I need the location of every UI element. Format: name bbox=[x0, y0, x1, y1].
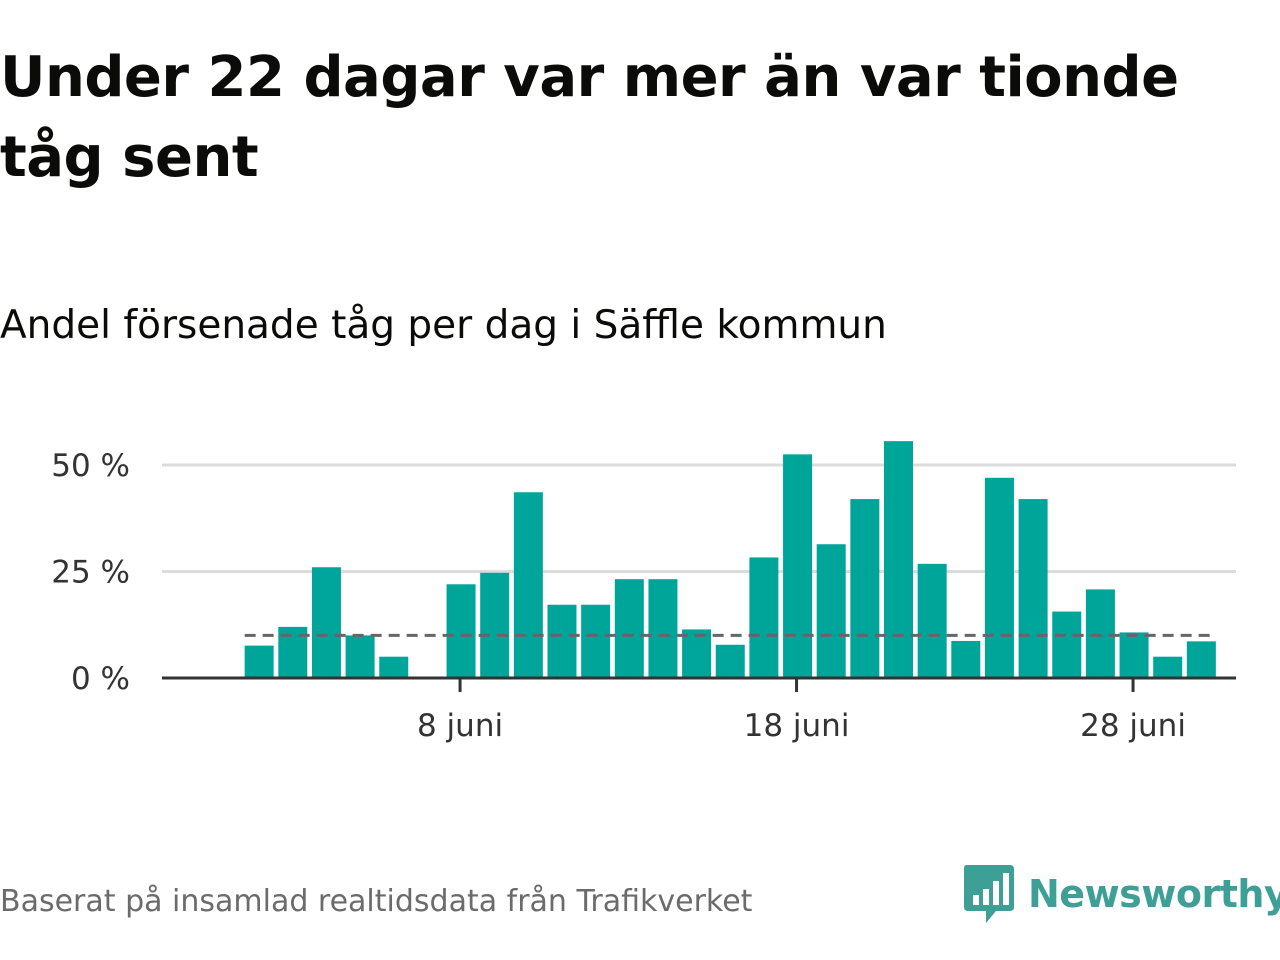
gridlines bbox=[162, 463, 1236, 573]
bar bbox=[816, 544, 846, 678]
bar bbox=[917, 563, 947, 678]
bar bbox=[984, 477, 1014, 678]
bar bbox=[1153, 656, 1183, 678]
bar bbox=[850, 499, 880, 678]
bar bbox=[1052, 611, 1082, 678]
bar bbox=[379, 656, 409, 678]
bar-chart: 0 % 25 % 50 % 8 juni 18 juni 28 juni bbox=[51, 441, 1236, 744]
bar bbox=[1186, 641, 1216, 678]
chart-subtitle: Andel försenade tåg per dag i Säffle kom… bbox=[0, 303, 887, 348]
bar bbox=[513, 492, 543, 678]
bar bbox=[1018, 499, 1048, 678]
bar bbox=[682, 629, 712, 678]
brand-name: Newsworthy bbox=[1028, 872, 1280, 916]
bar bbox=[1119, 632, 1149, 678]
bar bbox=[1085, 589, 1115, 678]
bar bbox=[446, 584, 476, 678]
bar bbox=[951, 640, 981, 678]
bar bbox=[244, 645, 274, 678]
brand-logo: Newsworthy bbox=[962, 862, 1280, 926]
bar bbox=[884, 441, 913, 678]
bars bbox=[244, 441, 1216, 678]
bar bbox=[783, 454, 813, 678]
x-tick-label: 18 juni bbox=[744, 708, 850, 744]
bar bbox=[581, 604, 611, 678]
bar bbox=[311, 567, 341, 678]
bar bbox=[614, 579, 644, 678]
bar bbox=[480, 572, 510, 678]
tick-labels: 0 % 25 % 50 % 8 juni 18 juni 28 juni bbox=[51, 448, 1186, 744]
x-tick-label: 28 juni bbox=[1080, 708, 1186, 744]
source-note: Baserat på insamlad realtidsdata från Tr… bbox=[0, 884, 753, 919]
bar bbox=[345, 635, 375, 678]
bar bbox=[648, 579, 678, 678]
x-tick-label: 8 juni bbox=[417, 708, 503, 744]
y-tick-label: 25 % bbox=[51, 555, 130, 591]
bar bbox=[715, 644, 745, 678]
y-tick-label: 0 % bbox=[71, 661, 130, 697]
newsworthy-logo-icon bbox=[964, 865, 1014, 923]
bar bbox=[749, 557, 779, 678]
axes bbox=[162, 676, 1236, 692]
bar bbox=[547, 604, 577, 678]
y-tick-label: 50 % bbox=[51, 448, 130, 484]
chart-title: Under 22 dagar var mer än var tionde tåg… bbox=[0, 45, 1179, 190]
